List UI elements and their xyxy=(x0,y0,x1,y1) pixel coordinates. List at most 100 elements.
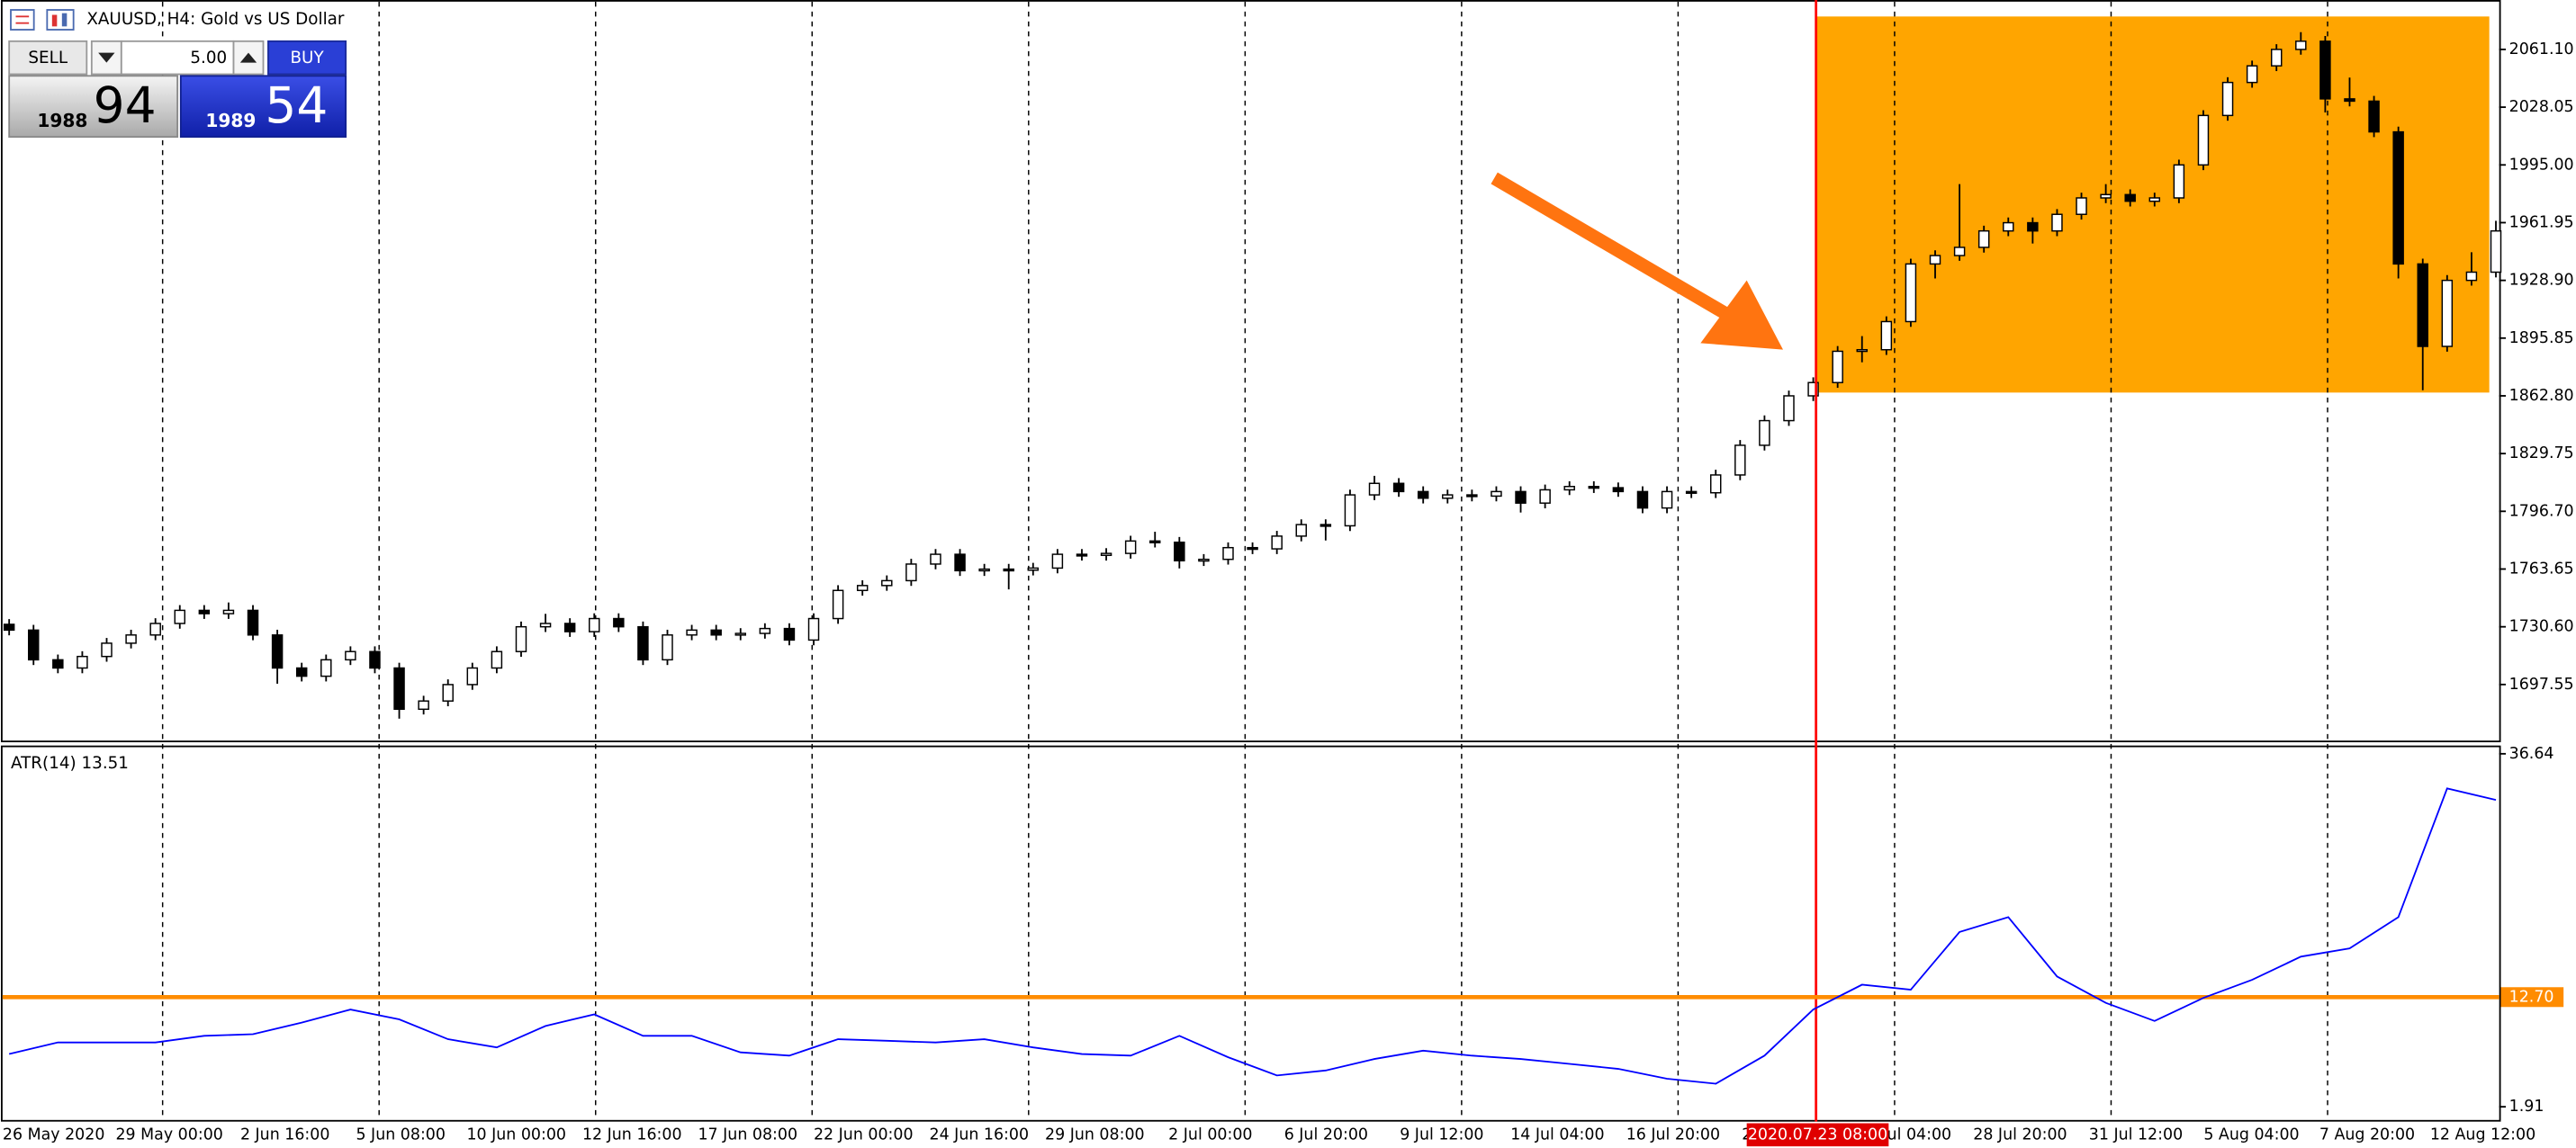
x-tick-label: 10 Jun 00:00 xyxy=(466,1126,566,1144)
trade-panel: SELL 5.00 BUY 1988 94 1989 54 xyxy=(8,40,347,139)
candle-body xyxy=(1222,546,1234,561)
candle-body xyxy=(1466,494,1478,498)
y-tick-label: 1.91 xyxy=(2509,1098,2544,1116)
candle-body xyxy=(320,659,332,677)
candle-body xyxy=(2148,197,2161,202)
x-tick-label: 28 Jul 20:00 xyxy=(1973,1126,2067,1144)
candle-body xyxy=(881,579,893,587)
candle-body xyxy=(125,634,137,644)
candle-body xyxy=(1491,490,1502,498)
candle-body xyxy=(856,585,869,592)
level-label-box xyxy=(2500,987,2564,1008)
candle-body xyxy=(2027,221,2039,232)
candle-body xyxy=(686,629,698,636)
candle-body xyxy=(1856,348,1868,353)
candle-body xyxy=(3,623,15,632)
candle-body xyxy=(1832,350,1843,383)
candle-body xyxy=(515,625,527,652)
y-tick-label: 1862.80 xyxy=(2509,387,2574,405)
candle-body xyxy=(2270,49,2283,67)
candle-body xyxy=(466,667,479,686)
candle-body xyxy=(2319,40,2331,100)
candle-body xyxy=(1563,486,1575,491)
candle-body xyxy=(1100,552,1112,556)
y-tick-label: 36.64 xyxy=(2509,745,2554,763)
icon-menu[interactable] xyxy=(10,9,35,31)
candle-body xyxy=(1124,540,1137,554)
buy-button[interactable] xyxy=(267,40,347,76)
candle-body xyxy=(1344,494,1356,527)
sell-price-tile[interactable] xyxy=(8,75,179,139)
candle-body xyxy=(1953,247,1966,256)
x-tick-label: 31 Jul 12:00 xyxy=(2089,1126,2183,1144)
marker-label-box xyxy=(1746,1123,1889,1147)
y-tick-label: 1697.55 xyxy=(2509,676,2574,694)
x-tick-label: 2 Jul 00:00 xyxy=(1168,1126,1252,1144)
candle-body xyxy=(1368,482,1381,496)
candle-body xyxy=(295,667,308,677)
price-panel xyxy=(1,0,2501,742)
candle-body xyxy=(2051,213,2063,232)
candle-body xyxy=(345,650,356,661)
candle-body xyxy=(832,589,844,620)
level-label: 12.70 xyxy=(2509,988,2554,1006)
x-tick-label: 17 Jun 08:00 xyxy=(698,1126,797,1144)
candle-body xyxy=(807,617,820,641)
candle-body xyxy=(1539,489,1551,504)
candle-body xyxy=(1076,553,1088,557)
x-tick-label: 5 Aug 04:00 xyxy=(2203,1126,2299,1144)
candle-body xyxy=(2246,65,2258,84)
candle-body xyxy=(442,684,454,702)
x-tick-label: 26 May 2020 xyxy=(3,1126,105,1144)
candle-body xyxy=(393,667,405,711)
candle-body xyxy=(1905,263,1917,323)
atr-layer xyxy=(2,787,2499,1085)
candles xyxy=(3,31,2502,719)
candle-body xyxy=(1807,381,1819,397)
candle-body xyxy=(1149,540,1161,543)
candle-body xyxy=(491,650,503,669)
y-tick-label: 1796.70 xyxy=(2509,502,2574,520)
x-tick-label: 12 Aug 12:00 xyxy=(2430,1126,2535,1144)
x-tick-label: 6 Jul 20:00 xyxy=(1284,1126,1368,1144)
candle-body xyxy=(2221,81,2234,117)
up-arrow xyxy=(239,52,257,63)
candle-body xyxy=(1417,490,1429,499)
icon-bar xyxy=(61,13,68,27)
candle-body xyxy=(1003,568,1014,572)
atr-panel xyxy=(1,745,2501,1122)
candle-body xyxy=(52,659,64,669)
candle-body xyxy=(2465,271,2478,282)
volume-input[interactable] xyxy=(120,40,235,76)
candle-body xyxy=(2490,229,2502,274)
y-tick-label: 1895.85 xyxy=(2509,329,2574,347)
candle-body xyxy=(563,623,576,632)
candle-body xyxy=(1295,524,1307,537)
axes: 2061.10 2028.05 1995.00 1961.95 1928.90 1895.… xyxy=(3,40,2574,1147)
buy-price-tile[interactable] xyxy=(179,75,347,139)
candle-body xyxy=(1929,255,1941,265)
highlight-box xyxy=(1815,16,2490,393)
candle-body xyxy=(1247,546,1258,551)
buy-price-pips: 54 xyxy=(265,76,328,134)
x-tick-label: 24 Jun 16:00 xyxy=(930,1126,1030,1144)
buy-price-big: 1989 xyxy=(205,110,256,131)
candle-body xyxy=(662,634,673,661)
candle-body xyxy=(28,629,40,661)
down-arrow xyxy=(98,52,115,63)
candle-body xyxy=(539,623,552,628)
candle-body xyxy=(1709,474,1722,494)
candle-body xyxy=(734,632,746,636)
arrow-shaft xyxy=(1491,172,1729,319)
sell-button[interactable] xyxy=(8,40,88,76)
candle-body xyxy=(369,650,381,669)
icon-bar xyxy=(51,14,58,27)
candle-body xyxy=(2197,114,2210,166)
time-grid xyxy=(161,1,2328,1120)
candle-body xyxy=(2344,98,2355,103)
candle-body xyxy=(1880,320,1893,351)
x-tick-label: 9 Jul 12:00 xyxy=(1400,1126,1483,1144)
y-tick-label: 2028.05 xyxy=(2509,98,2574,116)
icon-chart[interactable] xyxy=(46,9,75,31)
